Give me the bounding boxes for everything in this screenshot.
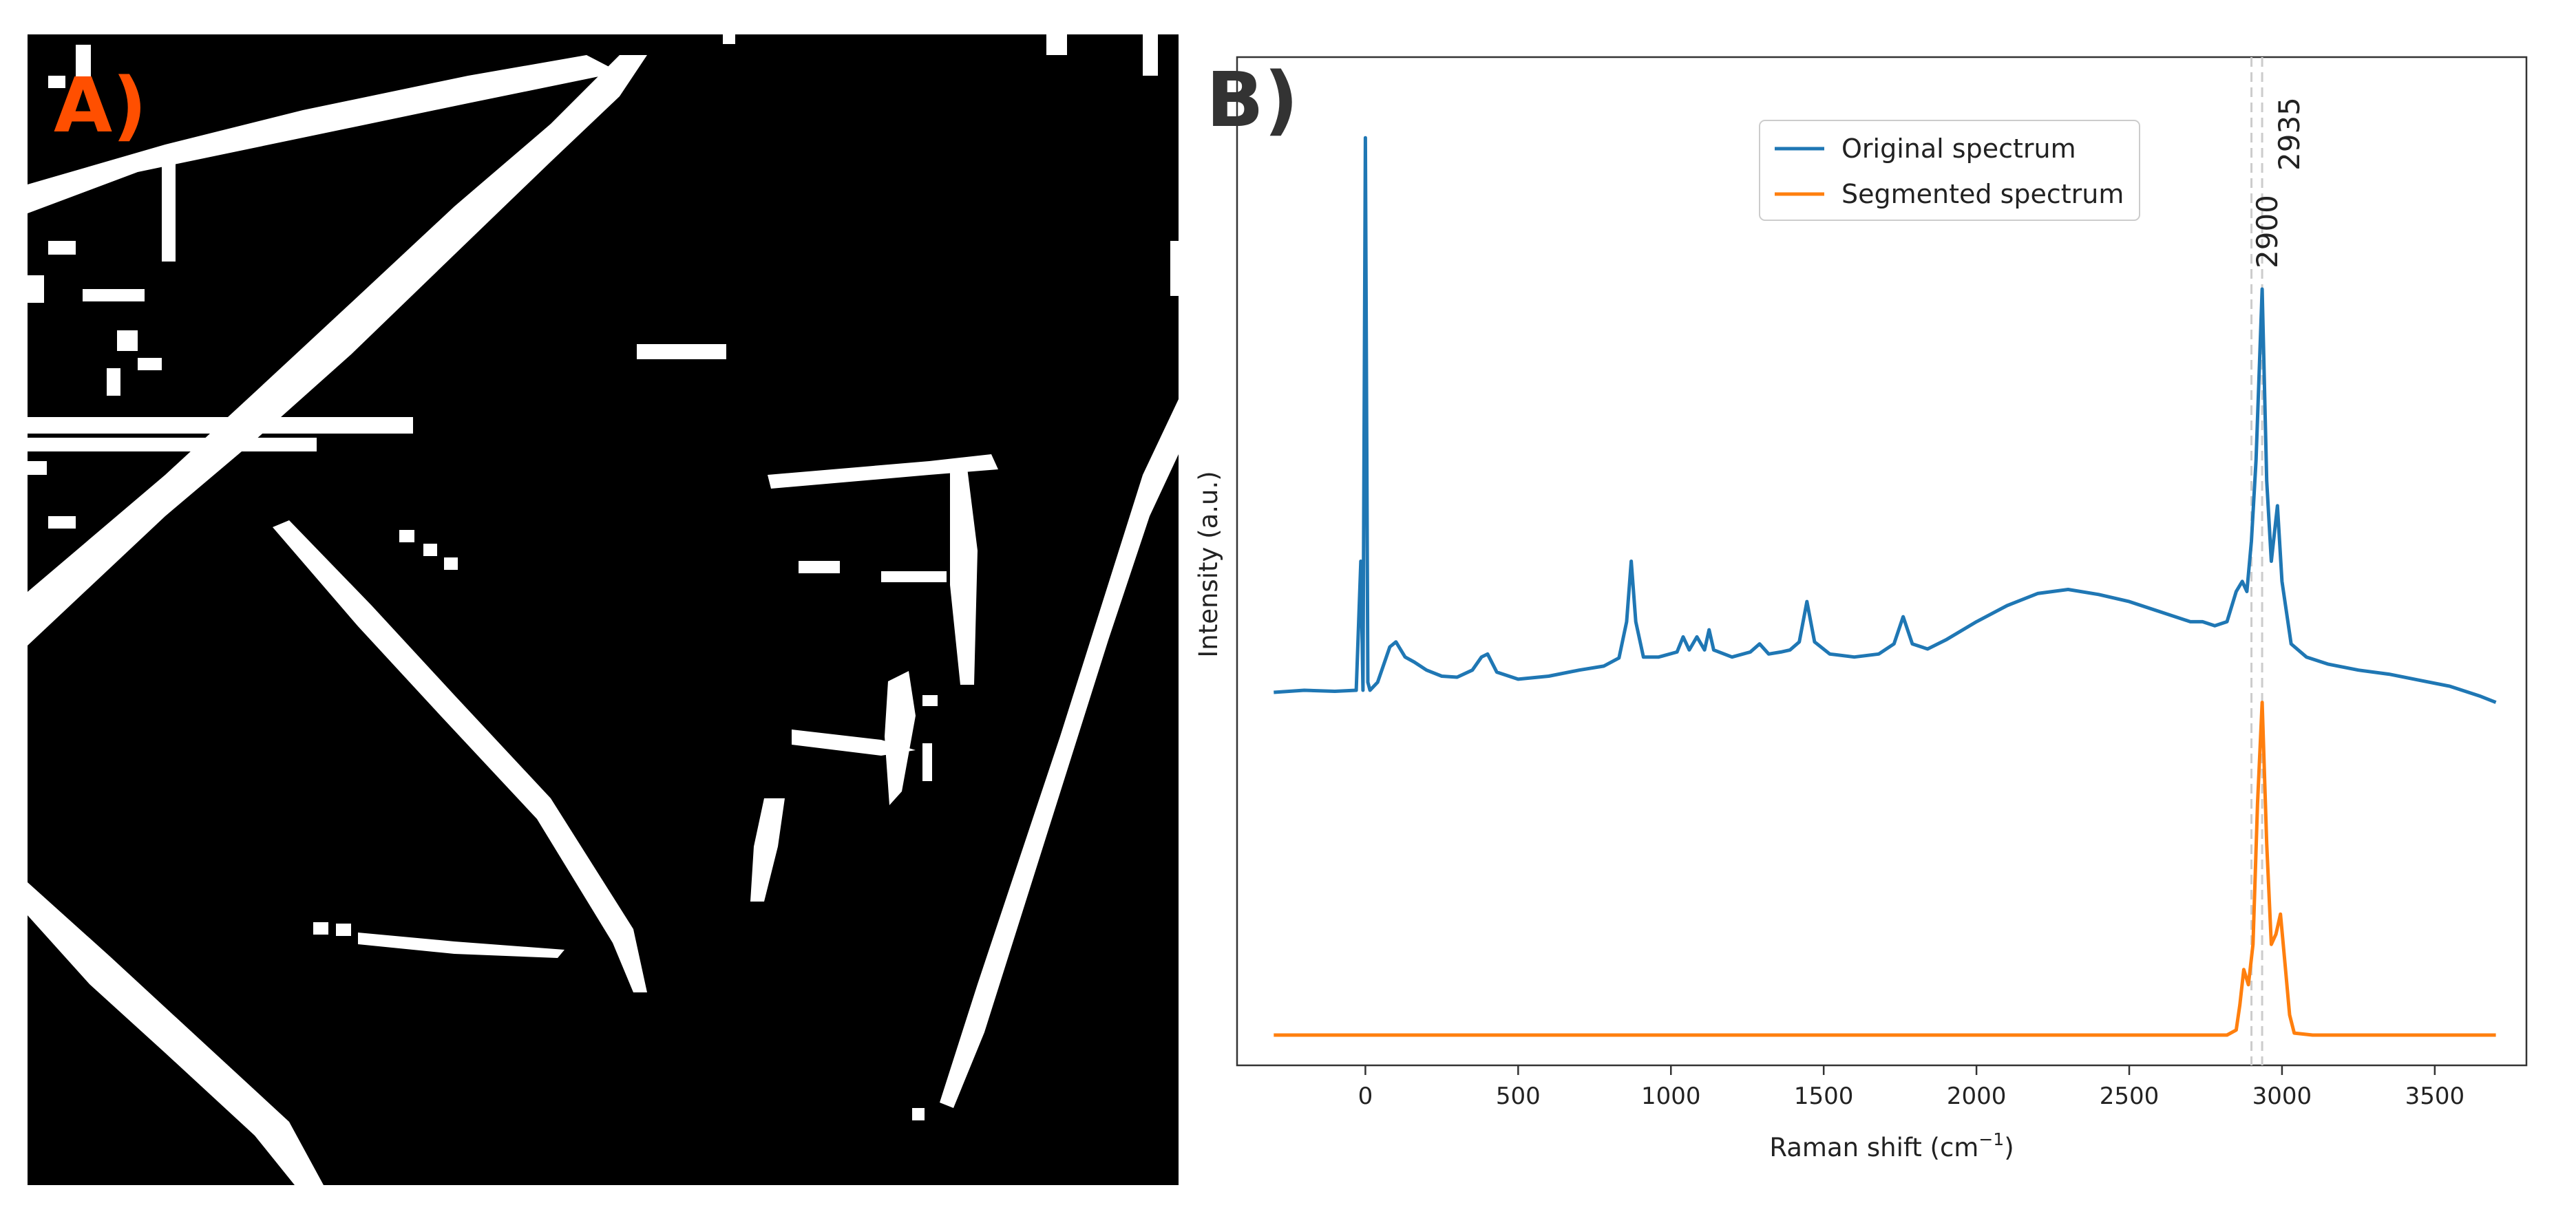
legend-entry-segmented: Segmented spectrum xyxy=(1841,179,2124,209)
mask-feature xyxy=(885,671,916,805)
mask-feature xyxy=(637,344,726,359)
mask-feature xyxy=(399,530,414,542)
mask-feature xyxy=(28,461,47,475)
segmented-binary-image xyxy=(28,34,1179,1185)
x-tick-label: 2500 xyxy=(2100,1083,2160,1110)
x-axis-ticks: 0 500 1000 1500 2000 2500 3000 3500 xyxy=(1358,1065,2465,1110)
mask-feature xyxy=(723,34,735,44)
x-tick-label: 1500 xyxy=(1794,1083,1854,1110)
mask-feature xyxy=(912,1108,925,1120)
mask-feature xyxy=(76,45,91,79)
mask-feature xyxy=(1143,34,1158,76)
series-line-original xyxy=(1274,136,2497,704)
x-tick-label: 3000 xyxy=(2252,1083,2312,1110)
mask-feature xyxy=(950,468,978,685)
mask-feature xyxy=(83,289,145,301)
legend-entry-original: Original spectrum xyxy=(1841,134,2076,164)
mask-feature xyxy=(792,730,916,756)
mask-feature xyxy=(117,330,138,351)
reference-lines xyxy=(2250,57,2263,1065)
series-layer xyxy=(1274,136,2497,1037)
mask-feature xyxy=(162,158,176,262)
mask-feature xyxy=(28,275,44,303)
x-tick-label: 2000 xyxy=(1947,1083,2007,1110)
mask-feature xyxy=(940,399,1179,1108)
mask-feature xyxy=(768,454,998,489)
mask-feature xyxy=(48,76,65,88)
mask-feature xyxy=(1170,241,1179,296)
y-axis-label: Intensity (a.u.) xyxy=(1194,471,1223,657)
mask-feature xyxy=(28,438,317,451)
mask-feature xyxy=(28,55,647,646)
x-tick-label: 1000 xyxy=(1641,1083,1701,1110)
segmentation-mask xyxy=(28,34,1179,1185)
mask-feature xyxy=(750,798,785,902)
mask-feature xyxy=(881,571,947,582)
series-line-segmented xyxy=(1274,701,2496,1037)
mask-feature xyxy=(358,933,564,958)
mask-feature xyxy=(1046,34,1067,55)
mask-feature xyxy=(313,922,328,935)
mask-feature xyxy=(48,241,76,255)
legend: Original spectrum Segmented spectrum xyxy=(1759,120,2140,221)
mask-feature xyxy=(444,557,458,570)
mask-feature xyxy=(922,743,932,781)
mask-feature xyxy=(273,520,647,992)
mask-feature xyxy=(336,924,351,936)
x-axis-label: Raman shift (cm−1) xyxy=(1769,1129,2014,1162)
mask-feature xyxy=(922,695,938,706)
x-tick-label: 3500 xyxy=(2405,1083,2465,1110)
mask-feature xyxy=(48,516,76,529)
annotation-2900: 2900 xyxy=(2250,195,2284,268)
legend-box xyxy=(1759,120,2140,221)
mask-feature xyxy=(107,368,120,396)
panel-b-label: B) xyxy=(1206,56,1299,144)
x-tick-label: 500 xyxy=(1496,1083,1541,1110)
mask-feature xyxy=(138,358,162,370)
mask-feature xyxy=(28,55,620,213)
annotation-2935: 2935 xyxy=(2272,97,2306,171)
x-tick-label: 0 xyxy=(1358,1083,1373,1110)
plot-area xyxy=(1236,56,2528,1067)
panel-a-label: A) xyxy=(54,61,147,149)
mask-feature xyxy=(423,544,437,556)
mask-feature xyxy=(28,882,324,1185)
mask-feature xyxy=(799,561,840,573)
mask-feature xyxy=(28,417,413,434)
